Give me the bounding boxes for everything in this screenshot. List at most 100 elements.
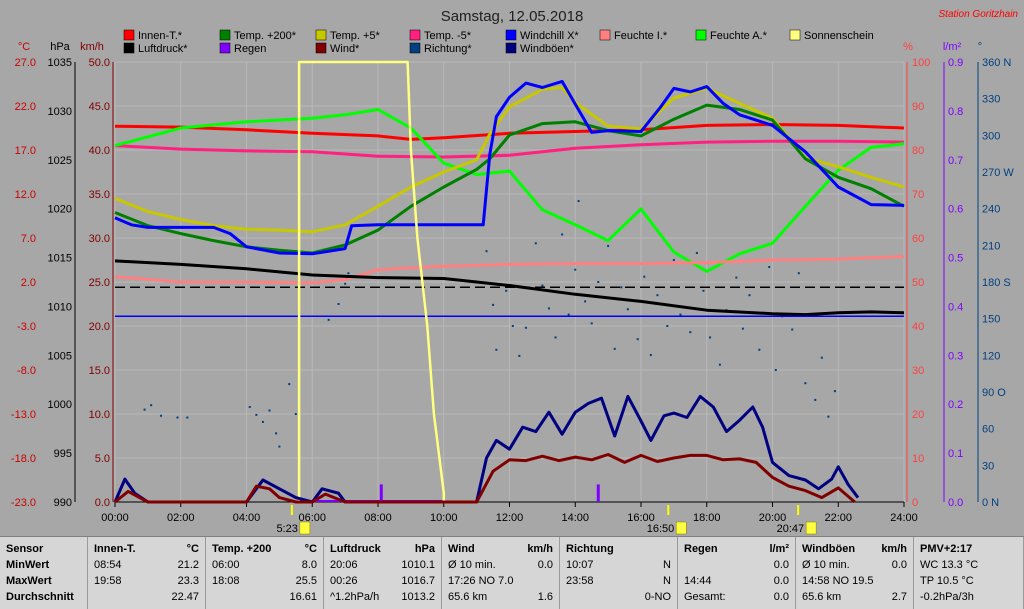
stats-unit: hPa: [414, 543, 435, 555]
stats-unit: km/h: [527, 543, 553, 555]
unit-degree: °: [978, 41, 982, 53]
richtung-point: [741, 327, 744, 330]
temp-axis-tick: -8.0: [17, 365, 36, 377]
pressure-axis-tick: 1015: [48, 253, 72, 265]
station-name: Station Goritzhain: [939, 9, 1019, 20]
richtung-point: [636, 338, 639, 341]
legend-swatch-temp-200: [219, 29, 231, 41]
stats-cell-value: 0.0: [537, 559, 553, 571]
richtung-point: [672, 259, 675, 261]
legend-swatch-wind: [315, 42, 327, 54]
unit-hpa: hPa: [50, 41, 70, 53]
richtung-point: [561, 233, 564, 236]
temp-axis-tick: -23.0: [11, 497, 36, 509]
wind-axis-tick: 40.0: [89, 145, 110, 157]
chart-legend: Innen-T.* Temp. +200* Temp. +5* Temp. -5* Wi…: [123, 29, 874, 55]
x-tick-label: 20:00: [759, 512, 787, 524]
richtung-point: [186, 416, 189, 419]
time-marker-tick: [290, 505, 293, 515]
stats-cell-value: 21.2: [177, 559, 199, 571]
pressure-axis-tick: 1020: [48, 204, 72, 216]
stats-cell-left: 10:07: [566, 559, 594, 571]
richtung-point: [679, 313, 682, 316]
humidity-axis-tick: 20: [912, 409, 924, 421]
time-markers: 5:23 16:50 20:47: [276, 505, 817, 535]
richtung-point: [511, 325, 514, 327]
richtung-point: [248, 405, 251, 408]
stats-cell-value: 0.0: [773, 591, 789, 603]
time-marker-label: 16:50: [647, 523, 675, 535]
richtung-point: [547, 307, 550, 310]
rain-axis-tick: 0.3: [948, 350, 963, 362]
temp-axis-tick: -3.0: [17, 321, 36, 333]
stats-cell-value: 1013.2: [401, 591, 435, 603]
legend-swatch-temp-5: [315, 29, 327, 41]
legend-label-windb-en: Windböen*: [520, 43, 575, 55]
humidity-axis-tick: 30: [912, 365, 924, 377]
legend-label-sonnenschein: Sonnenschein: [804, 30, 874, 42]
x-tick-label: 22:00: [824, 512, 852, 524]
stats-header: Sensor: [6, 543, 44, 555]
temp-axis-tick: 27.0: [15, 57, 36, 69]
humidity-axis-tick: 0: [912, 497, 918, 509]
legend-label-feuchte-i: Feuchte I.*: [614, 30, 668, 42]
richtung-point: [176, 416, 179, 419]
series-line-sonnenschein: [297, 60, 446, 502]
wind-axis-tick: 10.0: [89, 409, 110, 421]
richtung-point: [278, 445, 281, 448]
richtung-point: [735, 276, 738, 279]
direction-axis-tick: 90 O: [982, 387, 1006, 399]
direction-axis-tick: 330: [982, 94, 1000, 106]
legend-label-feuchte-a: Feuchte A.*: [710, 30, 768, 42]
stats-row-label: Durchschnitt: [6, 591, 74, 603]
wind-axis-tick: 35.0: [89, 189, 110, 201]
richtung-point: [833, 390, 836, 393]
richtung-point: [613, 347, 616, 350]
rain-axis-tick: 0.9: [948, 57, 963, 69]
stats-row-label: MinWert: [6, 559, 50, 571]
richtung-point: [584, 300, 587, 303]
richtung-point: [702, 289, 705, 292]
richtung-point: [495, 348, 498, 351]
time-marker-label: 5:23: [276, 523, 297, 535]
richtung-point: [804, 382, 807, 385]
richtung-point: [709, 336, 712, 339]
richtung-points: [143, 200, 836, 448]
series-line-temp-5: [114, 139, 905, 159]
legend-swatch-innen-t: [123, 29, 135, 41]
legend-label-richtung: Richtung*: [424, 43, 472, 55]
temp-axis-tick: 2.0: [21, 277, 36, 289]
series-line-feuchte-a: [114, 108, 905, 273]
direction-axis-tick: 30: [982, 460, 994, 472]
direction-axis-tick: 150: [982, 314, 1000, 326]
humidity-axis-tick: 60: [912, 233, 924, 245]
richtung-point: [505, 289, 508, 292]
stats-row-label: MaxWert: [6, 575, 52, 587]
legend-label-temp-200: Temp. +200*: [234, 30, 297, 42]
stats-column-temp-200: Temp. +200 °C 06:00 8.0 18:08 25.5 16.61: [206, 537, 324, 609]
chart-title: Samstag, 12.05.2018: [441, 8, 584, 25]
legend-swatch-feuchte-a: [695, 29, 707, 41]
rain-axis-tick: 0.0: [948, 497, 963, 509]
stats-header: Windböen: [802, 543, 856, 555]
series-line-luftdruck: [114, 259, 905, 317]
stats-cell-left: TP 10.5 °C: [920, 575, 974, 587]
richtung-point: [758, 348, 761, 351]
richtung-point: [534, 242, 537, 245]
x-tick-label: 08:00: [364, 512, 392, 524]
pressure-axis-tick: 1025: [48, 155, 72, 167]
stats-cell-value: N: [663, 559, 671, 571]
richtung-point: [524, 326, 527, 329]
stats-column-innen-t-: Innen-T. °C 08:54 21.2 19:58 23.3 22.47: [88, 537, 206, 609]
stats-unit: °C: [186, 543, 199, 555]
stats-header: PMV+2:17: [920, 543, 973, 555]
stats-cell-left: 19:58: [94, 575, 122, 587]
wind-axis-tick: 20.0: [89, 321, 110, 333]
stats-column-wind: Wind km/h Ø 10 min. 0.0 17:26 NO 7.0 65.6 km 1…: [442, 537, 560, 609]
richtung-point: [774, 369, 777, 371]
stats-cell-left: WC 13.3 °C: [920, 559, 979, 571]
statistics-panel: Sensor MinWert MaxWert Durchschnitt Innen-T.…: [0, 536, 1024, 609]
stats-cell-left: 08:54: [94, 559, 122, 571]
stats-cell-left: 65.6 km: [448, 591, 488, 603]
